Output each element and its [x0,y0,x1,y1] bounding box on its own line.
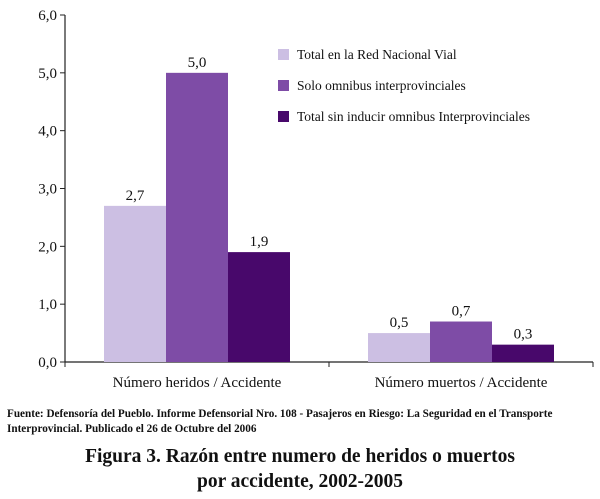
y-tick-label: 3,0 [38,182,57,198]
data-label: 5,0 [188,55,207,71]
legend-swatch [278,49,289,60]
bar [166,72,228,362]
caption-line-2: por accidente, 2002-2005 [197,471,403,492]
y-tick-label: 5,0 [38,66,57,82]
bar [104,205,166,362]
x-category-label: Número muertos / Accidente [375,375,548,391]
legend-label: Solo omnibus interprovinciales [297,78,466,93]
axes: 0,0 1,0 2,0 3,0 4,0 5,0 6,0 Número heridos / Ac… [38,8,594,391]
y-tick-label: 4,0 [38,124,57,140]
caption-line-1: Figura 3. Razón entre numero de heridos … [85,446,515,467]
data-label: 2,7 [126,188,145,204]
data-label: 1,9 [250,234,269,250]
data-label: 0,7 [452,304,471,320]
data-label: 0,3 [514,327,533,343]
source-note: Fuente: Defensoría del Pueblo. Informe D… [7,408,553,435]
bar [228,252,290,362]
x-category-label: Número heridos / Accidente [113,375,282,391]
bar [430,321,492,362]
legend-label: Total en la Red Nacional Vial [297,47,457,62]
y-tick-label: 1,0 [38,297,57,313]
y-tick-label: 2,0 [38,239,57,255]
figure-caption: Figura 3. Razón entre numero de heridos … [0,444,600,494]
bar-chart: 0,0 1,0 2,0 3,0 4,0 5,0 6,0 Número heridos / Ac… [38,8,594,391]
legend-label: Total sin inducir omnibus Interprovincia… [297,109,530,124]
data-label: 0,5 [390,315,409,331]
legend: Total en la Red Nacional Vial Solo omnibu… [278,47,530,124]
bars: 2,7 5,0 1,9 0,5 0,7 0,3 [104,55,554,362]
y-tick-label: 6,0 [38,8,57,24]
bar [492,344,554,362]
y-tick-label: 0,0 [38,355,57,371]
legend-swatch [278,80,289,91]
bar [368,333,430,362]
legend-swatch [278,111,289,122]
